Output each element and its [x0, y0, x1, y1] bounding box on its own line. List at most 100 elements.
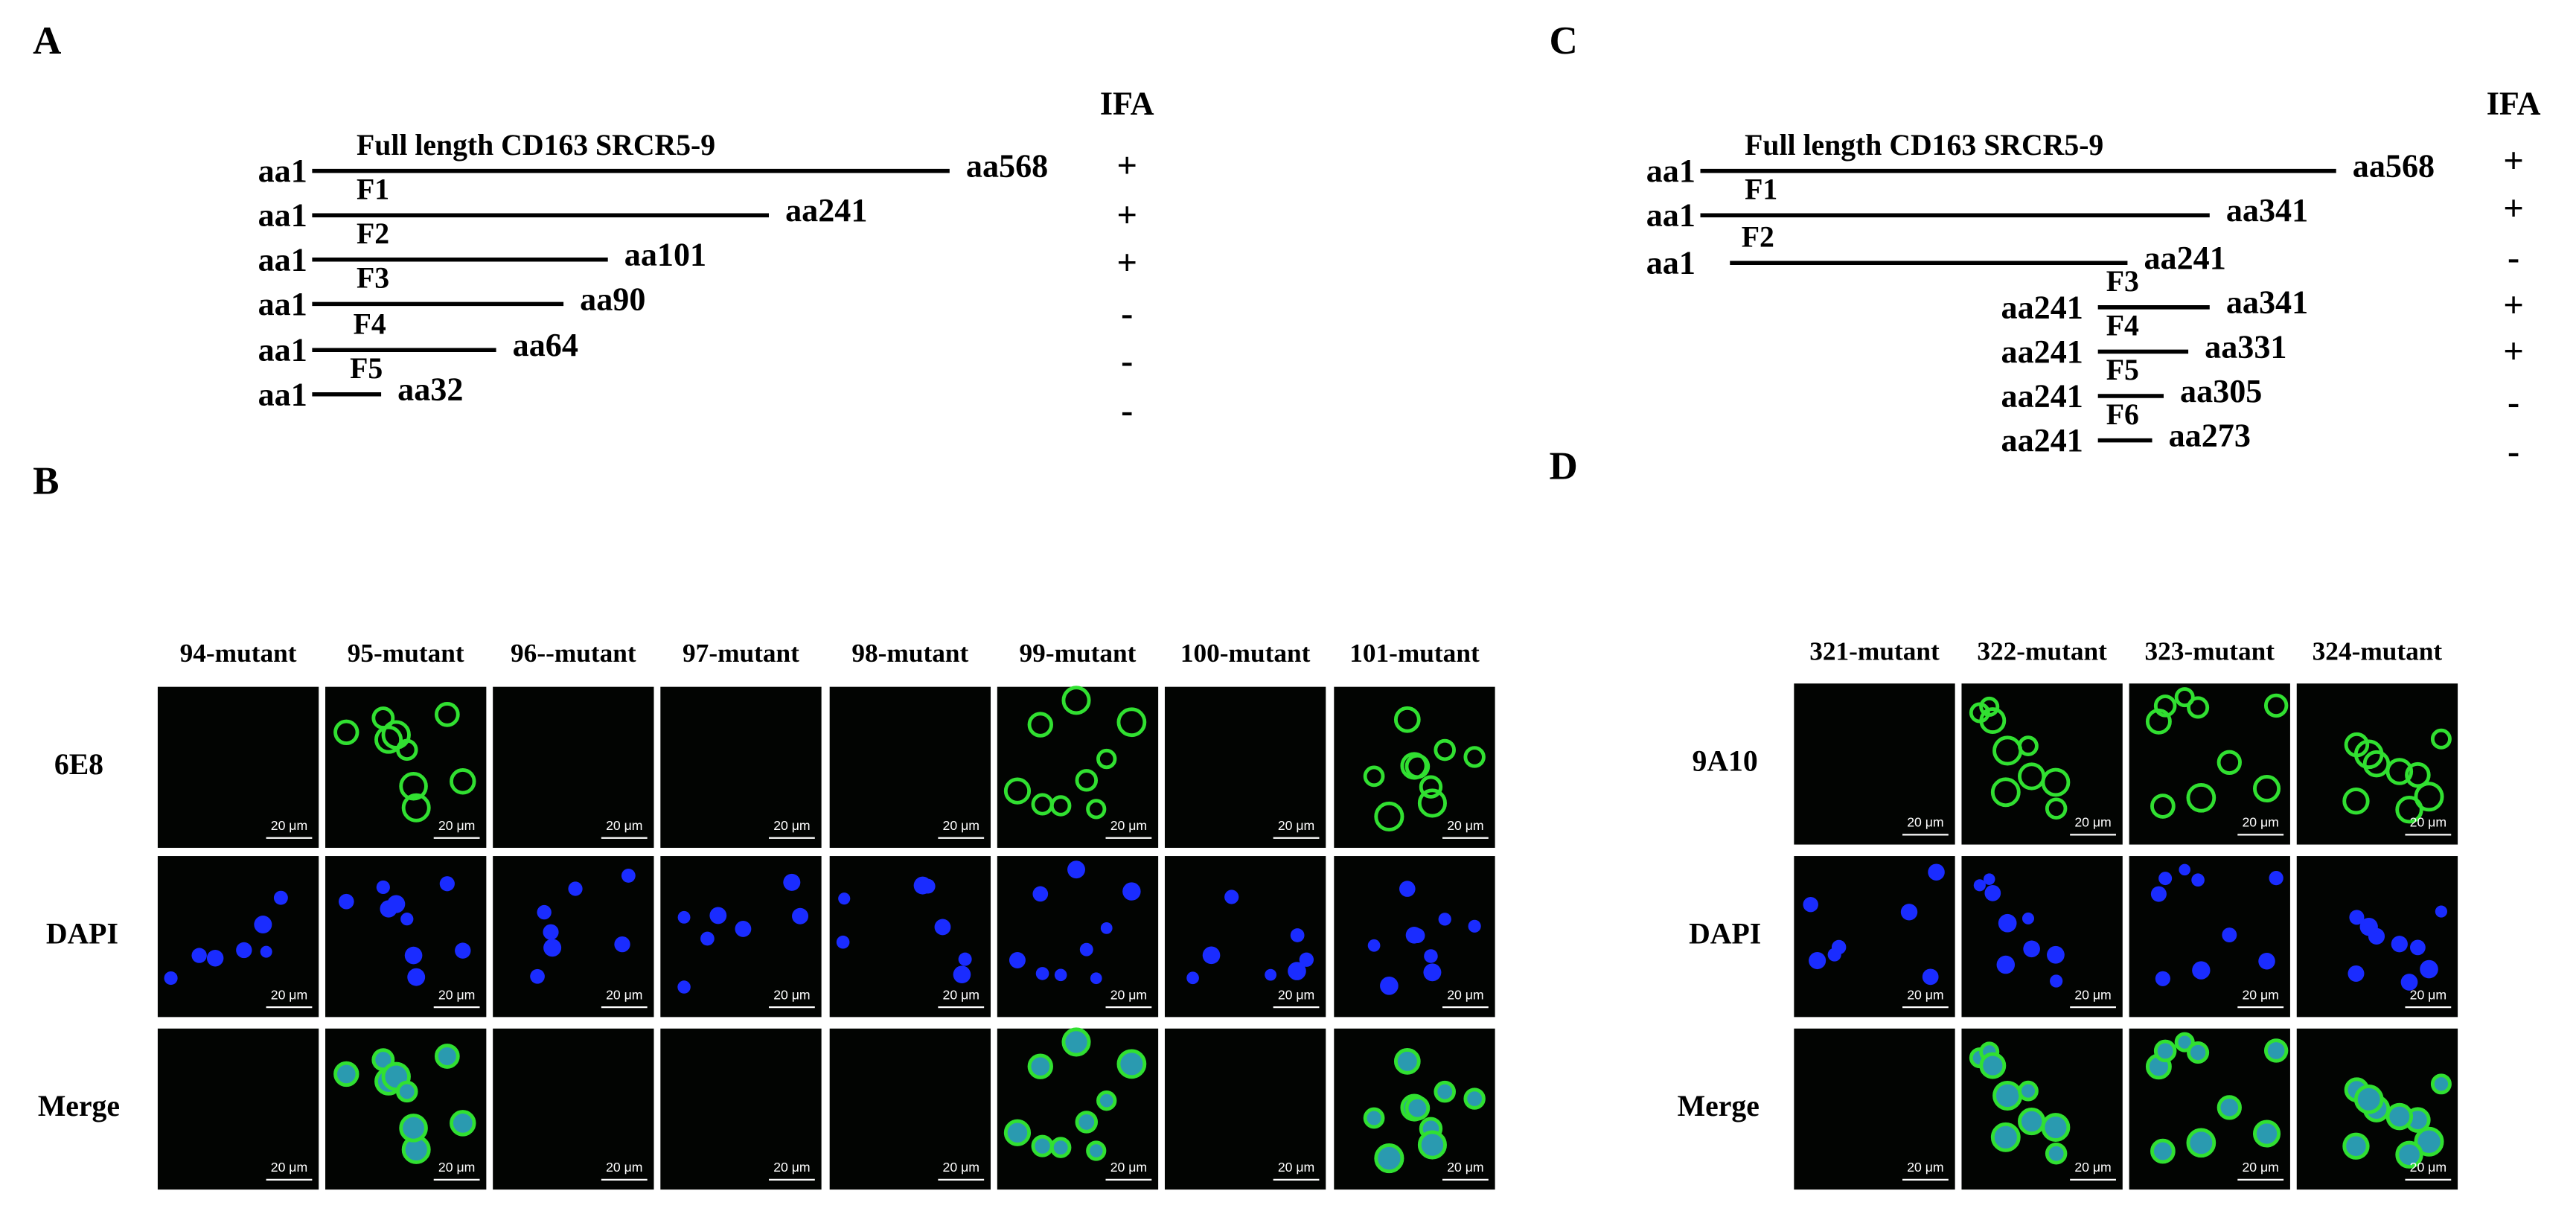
nucleus [783, 873, 801, 891]
nucleus [2400, 974, 2418, 991]
cell-fill [2155, 1041, 2175, 1061]
cell-ring [1075, 1111, 1099, 1134]
nucleus [1928, 863, 1945, 881]
nucleus [1973, 879, 1986, 892]
cell-fill [1098, 1092, 1115, 1109]
cell-fill [1419, 1131, 1445, 1158]
cell-ring [1979, 1052, 2007, 1079]
scale-bar-label: 20 μm [773, 1160, 810, 1175]
nucleus [2022, 912, 2034, 924]
construct-start: aa1 [258, 241, 307, 278]
cell-fill [2266, 1040, 2286, 1061]
column-label: 321-mutant [1809, 637, 1940, 666]
micrograph [157, 856, 319, 1018]
ifa-header: IFA [2487, 86, 2541, 122]
cell-ring [1393, 1048, 1421, 1075]
cell-ring [2414, 1126, 2444, 1157]
nucleus [1009, 952, 1026, 968]
cell-ring [2253, 774, 2281, 803]
micrograph [829, 856, 991, 1018]
cell-ring [2045, 797, 2068, 820]
scale-bar-label: 20 μm [2410, 815, 2446, 830]
cell-ring [2353, 1085, 2384, 1114]
cell-fill [1992, 1124, 2019, 1151]
cell-ring [2174, 1032, 2195, 1053]
nucleus [2179, 863, 2190, 876]
scale-bar-label: 20 μm [1278, 818, 1314, 833]
construct-start: aa1 [258, 197, 307, 234]
micrograph [829, 686, 991, 849]
nucleus [387, 895, 406, 913]
cell-ring [2018, 1080, 2039, 1102]
ifa-result: - [1121, 341, 1133, 381]
cell-ring [1027, 712, 1053, 738]
construct-start: aa1 [258, 153, 307, 189]
cell-ring [371, 1048, 395, 1072]
nucleus [1035, 967, 1049, 980]
cell-ring [2174, 687, 2195, 708]
scale-bar-label: 20 μm [773, 818, 810, 833]
nucleus [792, 907, 809, 924]
nucleus [2348, 965, 2365, 982]
cell-ring [1075, 769, 1099, 792]
column-label: 324-mutant [2313, 637, 2443, 666]
scale-bar-label: 20 μm [438, 987, 475, 1002]
row-label: Merge [1678, 1090, 1760, 1122]
cell-ring [2186, 782, 2217, 813]
construct-end: aa305 [2180, 373, 2262, 409]
cell-ring [381, 1061, 411, 1091]
nucleus [1922, 968, 1939, 986]
cell-ring [2018, 735, 2039, 756]
nucleus [953, 965, 971, 984]
construct-name: F5 [2106, 354, 2139, 386]
scale-bar-label: 20 μm [2243, 1160, 2279, 1175]
cell-ring [1363, 1107, 1385, 1129]
cell-ring [396, 738, 418, 761]
ifa-result: - [1121, 390, 1133, 430]
construct-name: F2 [357, 217, 389, 250]
cell-fill [397, 1082, 417, 1101]
ifa-result: + [1116, 195, 1137, 235]
cell-ring [1027, 1053, 1053, 1079]
nucleus [934, 919, 951, 936]
cell-fill [2188, 1043, 2208, 1062]
cell-ring [1990, 1122, 2021, 1152]
nucleus [404, 946, 423, 965]
nucleus [621, 868, 636, 883]
nucleus [273, 890, 288, 905]
scale-bar-label: 20 μm [1907, 1160, 1943, 1175]
cell-fill [2152, 1140, 2174, 1162]
cell-fill [1076, 1112, 1096, 1132]
cell-ring [2263, 693, 2289, 718]
cell-ring [2018, 1107, 2046, 1136]
cell-fill [2415, 1128, 2443, 1155]
construct-end: aa32 [397, 371, 463, 408]
nucleus [1809, 951, 1826, 970]
nucleus [1410, 927, 1425, 944]
nucleus [439, 876, 455, 892]
cell-ring [1417, 788, 1447, 818]
nucleus [1399, 881, 1416, 897]
cell-ring [1363, 765, 1385, 788]
cell-fill [1435, 1082, 1454, 1101]
scale-bar-label: 20 μm [2243, 987, 2279, 1002]
cell-ring [371, 706, 395, 730]
construct-name: F6 [2106, 398, 2139, 431]
cell-fill [2432, 1075, 2450, 1093]
cell-fill [2187, 1129, 2214, 1156]
cell-fill [2047, 1144, 2065, 1163]
cell-fill [2254, 1121, 2279, 1146]
scale-bar-label: 20 μm [438, 1160, 475, 1175]
nucleus [1831, 939, 1847, 955]
scale-bar-label: 20 μm [943, 818, 979, 833]
scale-bar-label: 20 μm [943, 1160, 979, 1175]
nucleus [2410, 939, 2426, 956]
cell-ring [2150, 793, 2176, 819]
ifa-result: - [1121, 293, 1133, 333]
cell-ring [1979, 696, 2000, 717]
ifa-result: - [2508, 237, 2519, 278]
nucleus [455, 942, 471, 959]
cell-ring [1061, 1027, 1091, 1057]
nucleus [2435, 905, 2448, 918]
